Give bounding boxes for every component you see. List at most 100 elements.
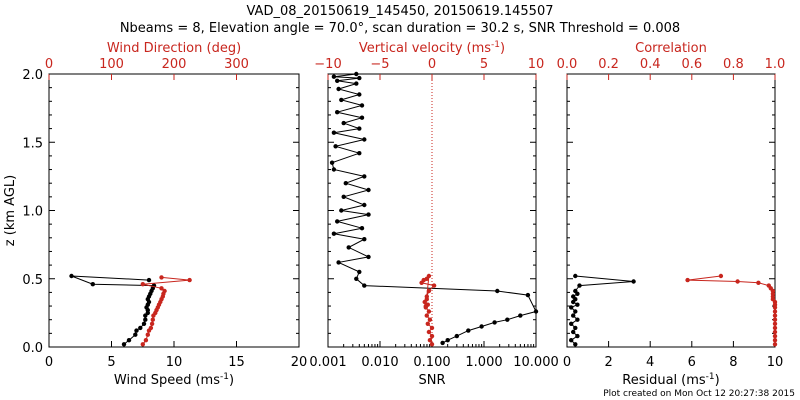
x-top-tick-label: 0.2 [598, 57, 619, 72]
x-bottom-axis-title: Wind Speed (ms-1) [114, 372, 234, 388]
data-point-black [573, 325, 578, 331]
data-point-black [362, 174, 367, 179]
x-top-tick-label: 200 [162, 57, 187, 72]
data-point-black [359, 115, 365, 120]
data-point-red [140, 342, 145, 347]
data-point-red [431, 283, 437, 288]
data-point-red [426, 288, 432, 294]
data-point-black [354, 81, 359, 86]
y-tick-label: 1.0 [22, 205, 43, 220]
data-point-black [121, 342, 127, 347]
data-point-red [756, 280, 761, 285]
data-point-red [148, 325, 154, 331]
data-point-black [525, 292, 531, 298]
data-point-red [426, 309, 432, 314]
panel-frame [48, 73, 300, 348]
x-bottom-label: SNR [418, 373, 445, 388]
x-bottom-tick-label: 5 [107, 355, 115, 370]
data-point-red [766, 283, 771, 288]
x-top-label: Wind Direction (deg) [107, 41, 241, 56]
x-bottom-tick-label: 6 [688, 355, 696, 370]
x-bottom-label: Residual [622, 373, 677, 388]
data-point-black [146, 277, 152, 283]
x-top-unit-exp: -1 [491, 40, 500, 50]
x-bottom-tick-label: 2 [604, 355, 612, 370]
data-point-black [357, 92, 362, 97]
y-tick-label: 0.0 [22, 341, 43, 356]
data-point-red [772, 321, 778, 326]
x-top-label: Correlation [635, 41, 707, 56]
data-point-black [573, 309, 578, 314]
data-point-red [426, 329, 432, 335]
data-point-black [575, 333, 580, 339]
x-top-tick-label: 300 [224, 57, 249, 72]
x-top-tick-label: 0 [428, 57, 436, 72]
series-line-black [331, 73, 537, 344]
panel-2: 0.001 0.010 0.100 1.000 10.000 −10 −5 0 5 10 SNR Ve… [309, 40, 558, 388]
data-point-black [569, 305, 574, 310]
data-point-black [138, 325, 143, 331]
data-point-red [159, 275, 164, 280]
x-bottom-tick-label: 15 [228, 355, 245, 370]
data-point-black [454, 333, 459, 339]
data-point-black [357, 75, 362, 81]
data-point-black [336, 260, 341, 265]
data-point-black [341, 194, 346, 199]
data-point-red [772, 317, 778, 322]
x-top-tick-label: −5 [370, 57, 389, 72]
y-tick-label: 0.5 [22, 273, 43, 288]
data-point-black [518, 313, 523, 318]
data-point-red [149, 321, 155, 326]
x-bottom-label: Wind Speed [114, 373, 192, 388]
x-bottom-unit-tail: ) [229, 373, 234, 388]
x-top-tick-label: −10 [314, 57, 341, 72]
x-top-tick-label: 0.4 [640, 57, 661, 72]
data-point-black [141, 321, 147, 326]
x-bottom-tick-label: 10.000 [513, 355, 559, 370]
data-point-black [335, 219, 340, 224]
data-point-red [429, 342, 435, 347]
data-point-black [571, 313, 576, 318]
data-point-red [772, 313, 778, 318]
x-bottom-axis-title: Residual (ms-1) [622, 372, 719, 388]
data-point-black [331, 167, 337, 172]
x-bottom-tick-label: 10 [767, 355, 784, 370]
x-top-tick-label: 10 [528, 57, 545, 72]
data-point-black [569, 321, 574, 326]
data-point-black [533, 309, 539, 314]
data-point-black [335, 78, 340, 84]
data-point-black [333, 144, 338, 149]
x-bottom-unit-tail: ) [715, 373, 720, 388]
data-point-red [772, 329, 778, 335]
data-point-black [336, 86, 341, 92]
data-point-red [685, 277, 690, 283]
data-point-red [772, 342, 778, 347]
x-top-tick-label: 5 [480, 57, 488, 72]
data-point-black [571, 294, 576, 299]
data-point-black [573, 288, 578, 294]
data-point-red [140, 282, 145, 287]
data-point-black [331, 130, 337, 135]
data-point-black [466, 328, 471, 333]
x-bottom-unit: (ms [681, 373, 706, 388]
data-point-red [427, 338, 433, 343]
plot-created-timestamp: Plot created on Mon Oct 12 20:27:38 2015 [603, 389, 795, 399]
data-point-black [69, 273, 74, 279]
x-top-tick-label: 0.8 [723, 57, 744, 72]
x-bottom-tick-label: 0 [45, 355, 53, 370]
data-point-black [575, 317, 580, 322]
data-point-black [357, 269, 362, 275]
data-point-black [577, 283, 582, 288]
data-point-red [187, 277, 192, 283]
y-tick-label: 2.0 [22, 68, 43, 83]
data-point-black [331, 231, 337, 236]
series-line-red [687, 275, 776, 345]
data-point-red [159, 286, 164, 291]
data-point-red [143, 338, 149, 343]
data-point-black [445, 338, 450, 343]
data-point-black [362, 237, 367, 242]
panel-frame [327, 73, 537, 348]
